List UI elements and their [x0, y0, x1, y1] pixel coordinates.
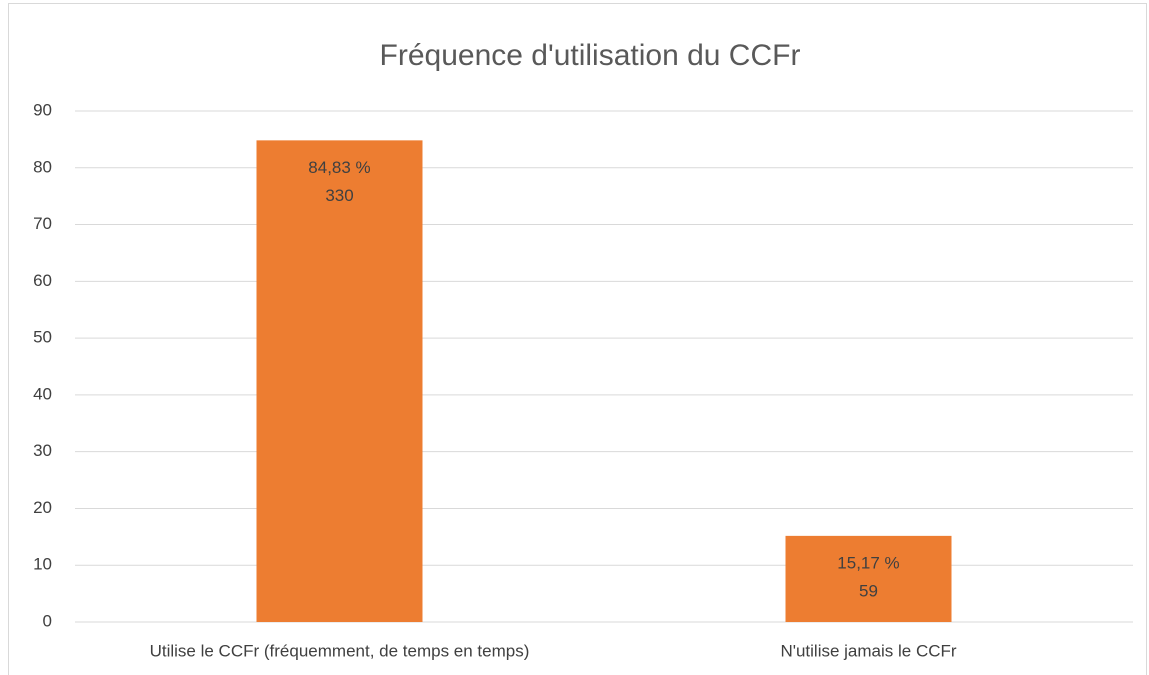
data-label: 15,17 %	[837, 553, 899, 572]
y-tick-label: 70	[33, 214, 52, 233]
y-tick-label: 20	[33, 498, 52, 517]
data-label: 84,83 %	[308, 158, 370, 177]
count-label: 59	[859, 581, 878, 600]
y-tick-label: 60	[33, 271, 52, 290]
x-tick-label: Utilise le CCFr (fréquemment, de temps e…	[150, 641, 530, 660]
y-tick-label: 10	[33, 555, 52, 574]
bar	[785, 535, 952, 622]
count-label: 330	[325, 186, 353, 205]
chart-border	[8, 3, 1147, 675]
y-tick-label: 30	[33, 441, 52, 460]
y-tick-label: 50	[33, 328, 52, 347]
y-tick-label: 80	[33, 157, 52, 176]
y-tick-label: 40	[33, 384, 52, 403]
y-tick-label: 0	[43, 611, 52, 630]
bar	[256, 140, 423, 622]
x-tick-label: N'utilise jamais le CCFr	[780, 641, 956, 660]
y-tick-label: 90	[33, 100, 52, 119]
chart-title: Fréquence d'utilisation du CCFr	[380, 39, 801, 72]
